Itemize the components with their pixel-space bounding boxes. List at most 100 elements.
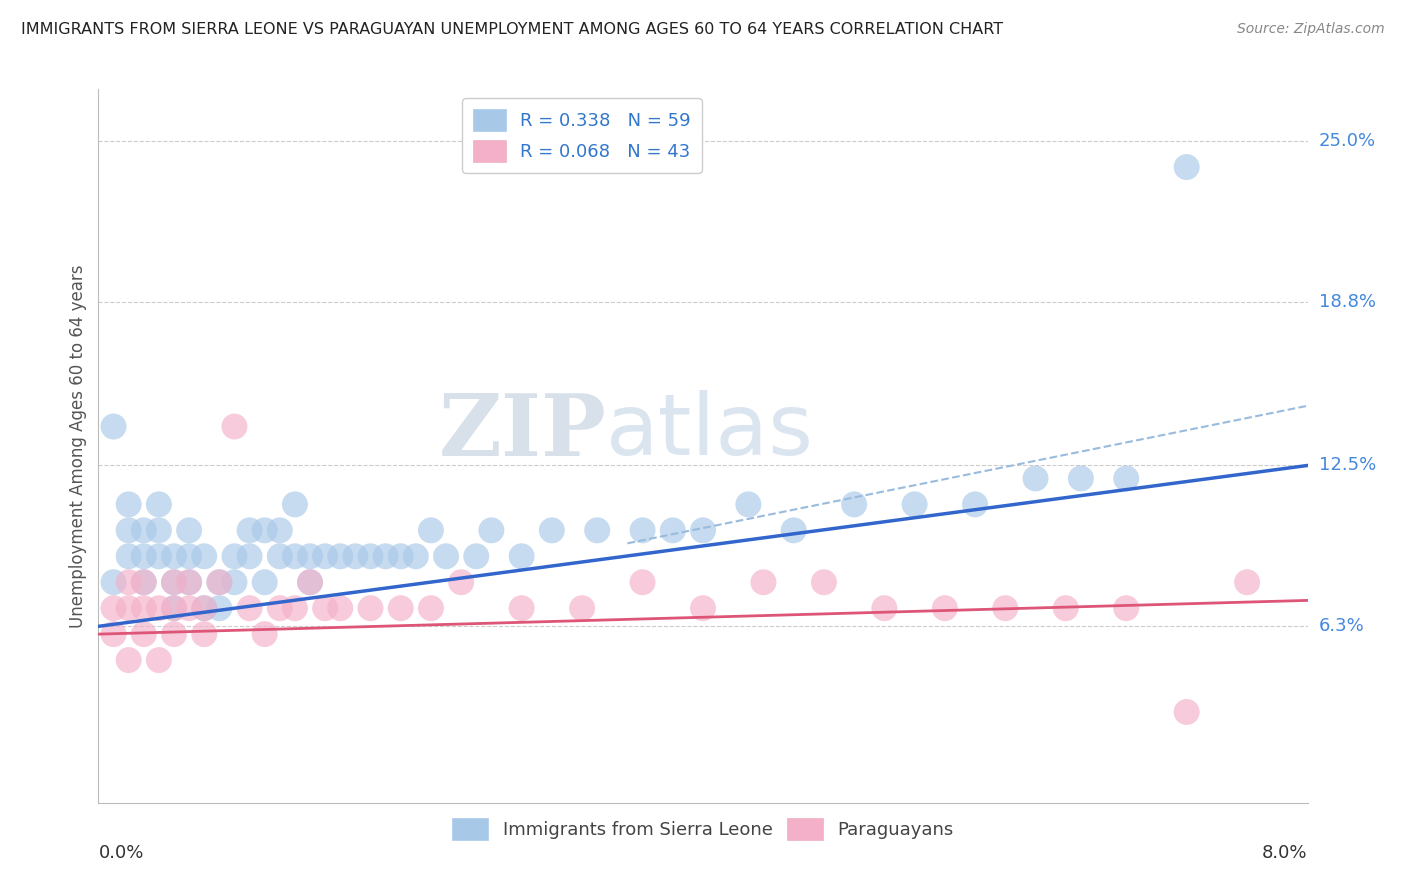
- Point: [284, 601, 307, 615]
- Point: [132, 575, 155, 590]
- Point: [208, 575, 231, 590]
- Point: [661, 524, 683, 538]
- Y-axis label: Unemployment Among Ages 60 to 64 years: Unemployment Among Ages 60 to 64 years: [69, 264, 87, 628]
- Point: [1070, 471, 1092, 485]
- Point: [360, 549, 382, 564]
- Point: [420, 601, 443, 615]
- Point: [208, 601, 231, 615]
- Point: [737, 497, 759, 511]
- Point: [224, 549, 246, 564]
- Point: [269, 601, 291, 615]
- Point: [434, 549, 457, 564]
- Point: [994, 601, 1017, 615]
- Point: [118, 497, 141, 511]
- Point: [148, 601, 170, 615]
- Point: [253, 627, 276, 641]
- Point: [118, 653, 141, 667]
- Point: [389, 601, 412, 615]
- Text: IMMIGRANTS FROM SIERRA LEONE VS PARAGUAYAN UNEMPLOYMENT AMONG AGES 60 TO 64 YEAR: IMMIGRANTS FROM SIERRA LEONE VS PARAGUAY…: [21, 22, 1004, 37]
- Point: [465, 549, 488, 564]
- Point: [179, 575, 201, 590]
- Point: [813, 575, 835, 590]
- Point: [103, 419, 125, 434]
- Point: [284, 549, 307, 564]
- Point: [299, 549, 322, 564]
- Point: [299, 575, 322, 590]
- Point: [389, 549, 412, 564]
- Point: [163, 601, 186, 615]
- Point: [118, 575, 141, 590]
- Text: 18.8%: 18.8%: [1319, 293, 1375, 311]
- Point: [873, 601, 896, 615]
- Point: [631, 575, 654, 590]
- Point: [163, 601, 186, 615]
- Point: [344, 549, 367, 564]
- Point: [965, 497, 987, 511]
- Legend: Immigrants from Sierra Leone, Paraguayans: Immigrants from Sierra Leone, Paraguayan…: [444, 811, 962, 847]
- Point: [1115, 601, 1137, 615]
- Point: [132, 549, 155, 564]
- Point: [103, 575, 125, 590]
- Point: [510, 549, 533, 564]
- Point: [752, 575, 775, 590]
- Point: [179, 601, 201, 615]
- Point: [1115, 471, 1137, 485]
- Point: [118, 549, 141, 564]
- Point: [103, 601, 125, 615]
- Point: [1175, 160, 1198, 174]
- Point: [405, 549, 427, 564]
- Point: [586, 524, 609, 538]
- Point: [420, 524, 443, 538]
- Text: 8.0%: 8.0%: [1263, 845, 1308, 863]
- Point: [269, 524, 291, 538]
- Point: [132, 524, 155, 538]
- Text: 25.0%: 25.0%: [1319, 132, 1376, 150]
- Point: [269, 549, 291, 564]
- Point: [148, 524, 170, 538]
- Point: [163, 575, 186, 590]
- Point: [103, 627, 125, 641]
- Point: [132, 601, 155, 615]
- Point: [239, 524, 262, 538]
- Point: [224, 575, 246, 590]
- Point: [193, 627, 215, 641]
- Point: [239, 549, 262, 564]
- Point: [314, 601, 336, 615]
- Point: [571, 601, 593, 615]
- Point: [132, 627, 155, 641]
- Point: [329, 601, 352, 615]
- Text: 0.0%: 0.0%: [98, 845, 143, 863]
- Point: [163, 549, 186, 564]
- Point: [179, 524, 201, 538]
- Point: [844, 497, 866, 511]
- Text: Source: ZipAtlas.com: Source: ZipAtlas.com: [1237, 22, 1385, 37]
- Point: [179, 575, 201, 590]
- Text: 12.5%: 12.5%: [1319, 457, 1376, 475]
- Point: [148, 497, 170, 511]
- Point: [783, 524, 806, 538]
- Point: [934, 601, 956, 615]
- Point: [118, 601, 141, 615]
- Point: [1175, 705, 1198, 719]
- Point: [253, 575, 276, 590]
- Point: [450, 575, 472, 590]
- Point: [193, 549, 215, 564]
- Point: [692, 601, 714, 615]
- Point: [1054, 601, 1077, 615]
- Point: [193, 601, 215, 615]
- Point: [481, 524, 503, 538]
- Point: [284, 497, 307, 511]
- Point: [208, 575, 231, 590]
- Point: [148, 549, 170, 564]
- Point: [329, 549, 352, 564]
- Point: [1236, 575, 1258, 590]
- Point: [360, 601, 382, 615]
- Point: [132, 575, 155, 590]
- Text: 6.3%: 6.3%: [1319, 617, 1364, 635]
- Point: [904, 497, 927, 511]
- Point: [510, 601, 533, 615]
- Text: atlas: atlas: [606, 390, 814, 474]
- Point: [179, 549, 201, 564]
- Text: ZIP: ZIP: [439, 390, 606, 474]
- Point: [224, 419, 246, 434]
